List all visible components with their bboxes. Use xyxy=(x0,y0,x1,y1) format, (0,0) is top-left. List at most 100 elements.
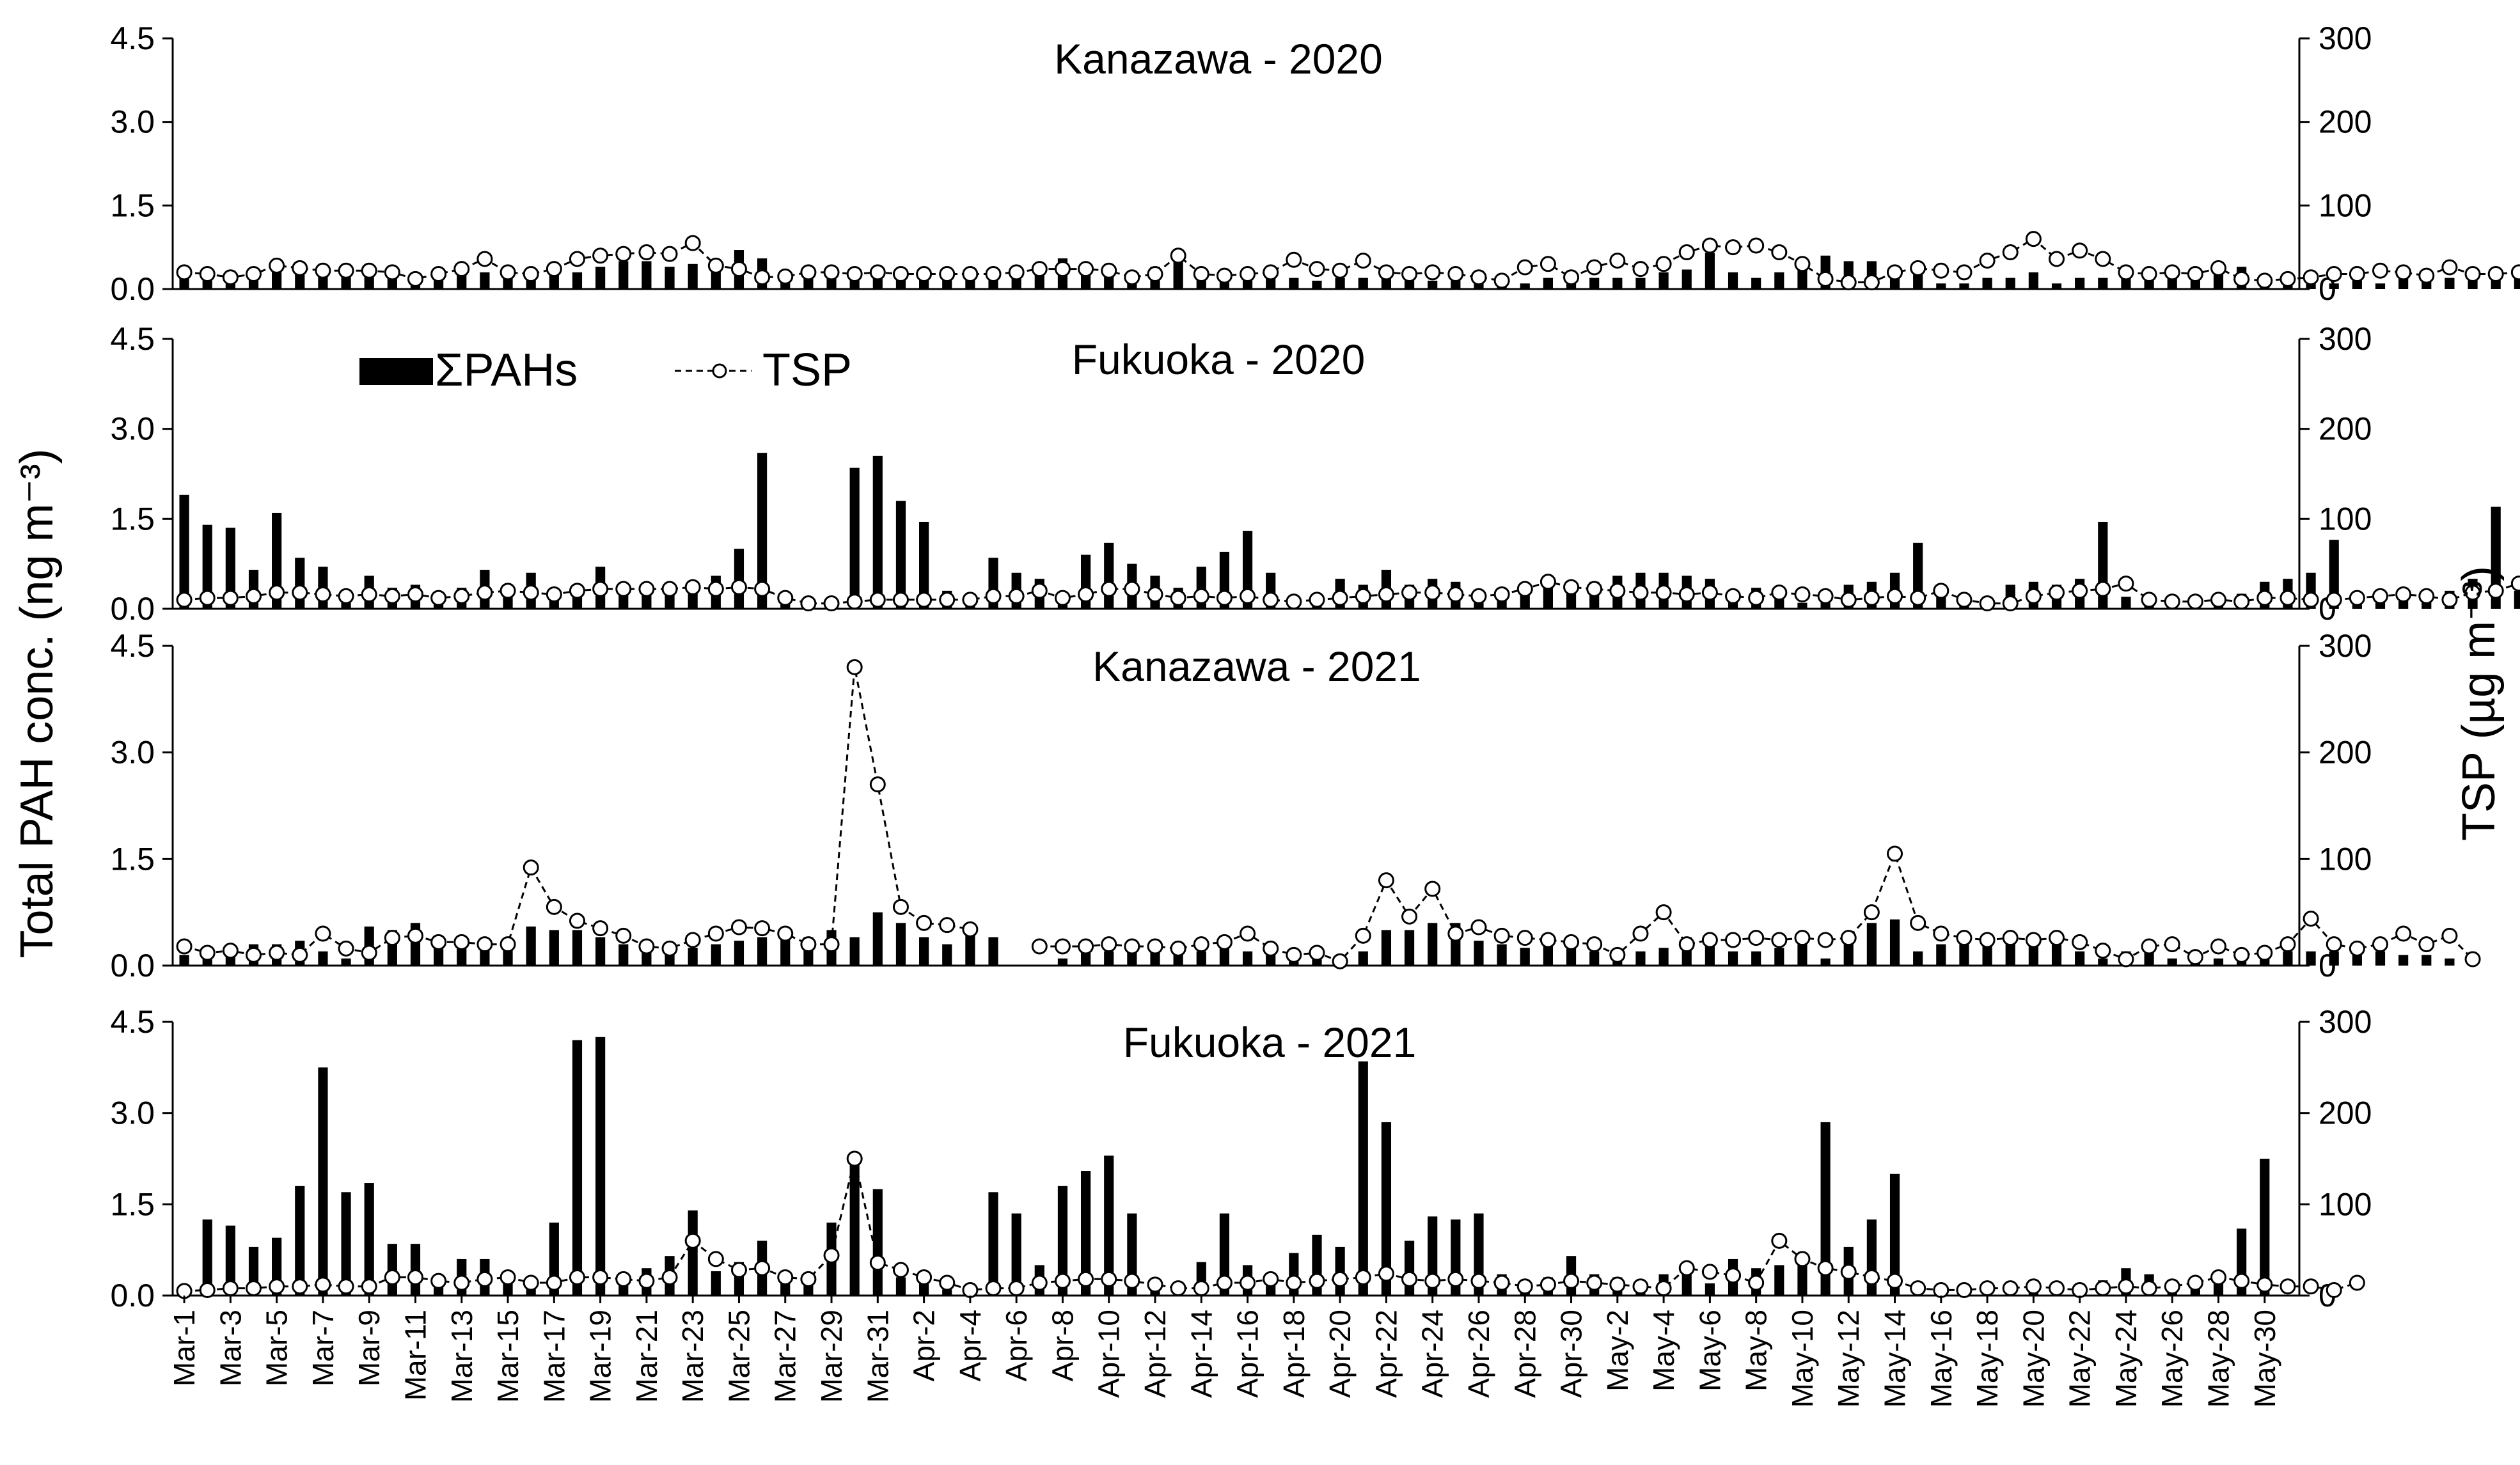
panel-title: Fukuoka - 2021 xyxy=(1123,1019,1417,1066)
tsp-point xyxy=(2210,1269,2227,1285)
x-tick-label: Apr-2 xyxy=(908,1310,941,1381)
tsp-point xyxy=(361,944,377,961)
tsp-point xyxy=(384,264,400,281)
x-tick-label: Mar-9 xyxy=(352,1310,386,1386)
pah-bar xyxy=(2375,951,2386,966)
tsp-point xyxy=(1447,1271,1464,1287)
tsp-point xyxy=(1794,1251,1811,1267)
pah-bar xyxy=(1751,278,1761,289)
tsp-point xyxy=(407,927,423,944)
tsp-point xyxy=(2118,264,2134,281)
tsp-point xyxy=(1470,1273,1487,1289)
pah-bar xyxy=(1751,951,1761,966)
pah-bar xyxy=(457,275,467,289)
tsp-point xyxy=(1031,1274,1048,1291)
tsp-point xyxy=(1563,269,1580,286)
tsp-point xyxy=(777,590,794,606)
tsp-point xyxy=(500,264,516,281)
tsp-point xyxy=(1887,588,1903,604)
pah-bar xyxy=(1889,919,1900,966)
tsp-point xyxy=(2510,576,2520,592)
pah-bar xyxy=(2375,283,2386,289)
tsp-point xyxy=(1054,261,1071,278)
pah-bar xyxy=(1913,272,1923,289)
tsp-point xyxy=(684,932,701,948)
tsp-point xyxy=(338,940,354,957)
pah-bar xyxy=(2422,955,2432,966)
tsp-point xyxy=(1470,269,1487,286)
tsp-point xyxy=(916,591,933,608)
pah-bar xyxy=(2514,590,2520,609)
tsp-point xyxy=(199,265,216,282)
x-tick-label: Mar-27 xyxy=(769,1310,802,1403)
tsp-point xyxy=(1516,581,1533,597)
x-tick-label: May-6 xyxy=(1693,1310,1726,1391)
tsp-point xyxy=(2441,259,2458,276)
tsp-point xyxy=(2326,265,2342,282)
tsp-point xyxy=(615,581,632,597)
tsp-point xyxy=(1332,590,1348,606)
tsp-point xyxy=(1933,925,1949,942)
tsp-point xyxy=(269,257,285,274)
x-tick-label: Mar-19 xyxy=(584,1310,617,1403)
pah-bar xyxy=(572,272,583,289)
pah-bar xyxy=(2306,951,2316,966)
tsp-point xyxy=(2280,270,2296,287)
x-tick-label: May-8 xyxy=(1740,1310,1773,1391)
tsp-point xyxy=(1263,940,1279,957)
pah-bar xyxy=(803,278,814,289)
tsp-point xyxy=(962,265,979,282)
pah-bar xyxy=(318,951,328,966)
tsp-point xyxy=(1216,590,1232,606)
tsp-point xyxy=(1979,595,1996,612)
tsp-point xyxy=(684,579,701,595)
x-tick-label: May-30 xyxy=(2248,1310,2281,1407)
tsp-point xyxy=(846,265,863,282)
pah-bar xyxy=(1705,1283,1715,1296)
pah-bar xyxy=(872,1189,883,1296)
pah-bar xyxy=(919,937,929,966)
left-tick-label: 3.0 xyxy=(110,104,155,140)
tsp-point xyxy=(1355,1269,1371,1285)
tsp-point xyxy=(1725,932,1742,948)
x-tick-label: Mar-25 xyxy=(723,1310,756,1403)
tsp-point xyxy=(869,264,886,281)
tsp-point xyxy=(1493,1274,1510,1291)
tsp-point xyxy=(315,1276,331,1293)
tsp-point xyxy=(453,261,470,278)
pah-bar xyxy=(1774,1265,1784,1296)
tsp-point xyxy=(222,1280,239,1297)
tsp-point xyxy=(2072,934,2088,950)
tsp-point xyxy=(916,914,933,931)
pah-bar xyxy=(2213,958,2224,966)
tsp-point xyxy=(1840,274,1857,291)
pah-bar xyxy=(1057,958,1068,966)
tsp-point xyxy=(361,586,377,602)
tsp-point xyxy=(962,1281,979,1298)
x-tick-label: Mar-29 xyxy=(815,1310,848,1403)
right-tick-label: 300 xyxy=(2319,321,2372,357)
tsp-point xyxy=(523,1274,539,1291)
tsp-point xyxy=(1124,938,1140,955)
pah-bar xyxy=(1589,951,1600,966)
x-tick-label: May-18 xyxy=(1971,1310,2004,1407)
tsp-point xyxy=(1008,588,1025,604)
tsp-point xyxy=(800,936,817,953)
x-tick-label: Mar-7 xyxy=(306,1310,340,1386)
left-tick-label: 4.5 xyxy=(110,20,155,56)
x-tick-label: Mar-13 xyxy=(445,1310,478,1403)
tsp-point xyxy=(2395,264,2412,281)
tsp-point xyxy=(1355,253,1371,269)
right-tick-label: 200 xyxy=(2319,1095,2372,1131)
tsp-point xyxy=(546,1274,562,1291)
pah-bar xyxy=(595,937,606,966)
x-tick-label: Apr-4 xyxy=(954,1310,987,1381)
tsp-point xyxy=(2418,267,2435,284)
pah-bar xyxy=(1913,951,1923,966)
pah-bar xyxy=(711,944,721,966)
x-tick-label: May-22 xyxy=(2063,1310,2097,1407)
tsp-point xyxy=(2464,951,2481,968)
tsp-point xyxy=(638,244,655,261)
tsp-point xyxy=(777,268,794,285)
tsp-point xyxy=(800,1271,817,1287)
